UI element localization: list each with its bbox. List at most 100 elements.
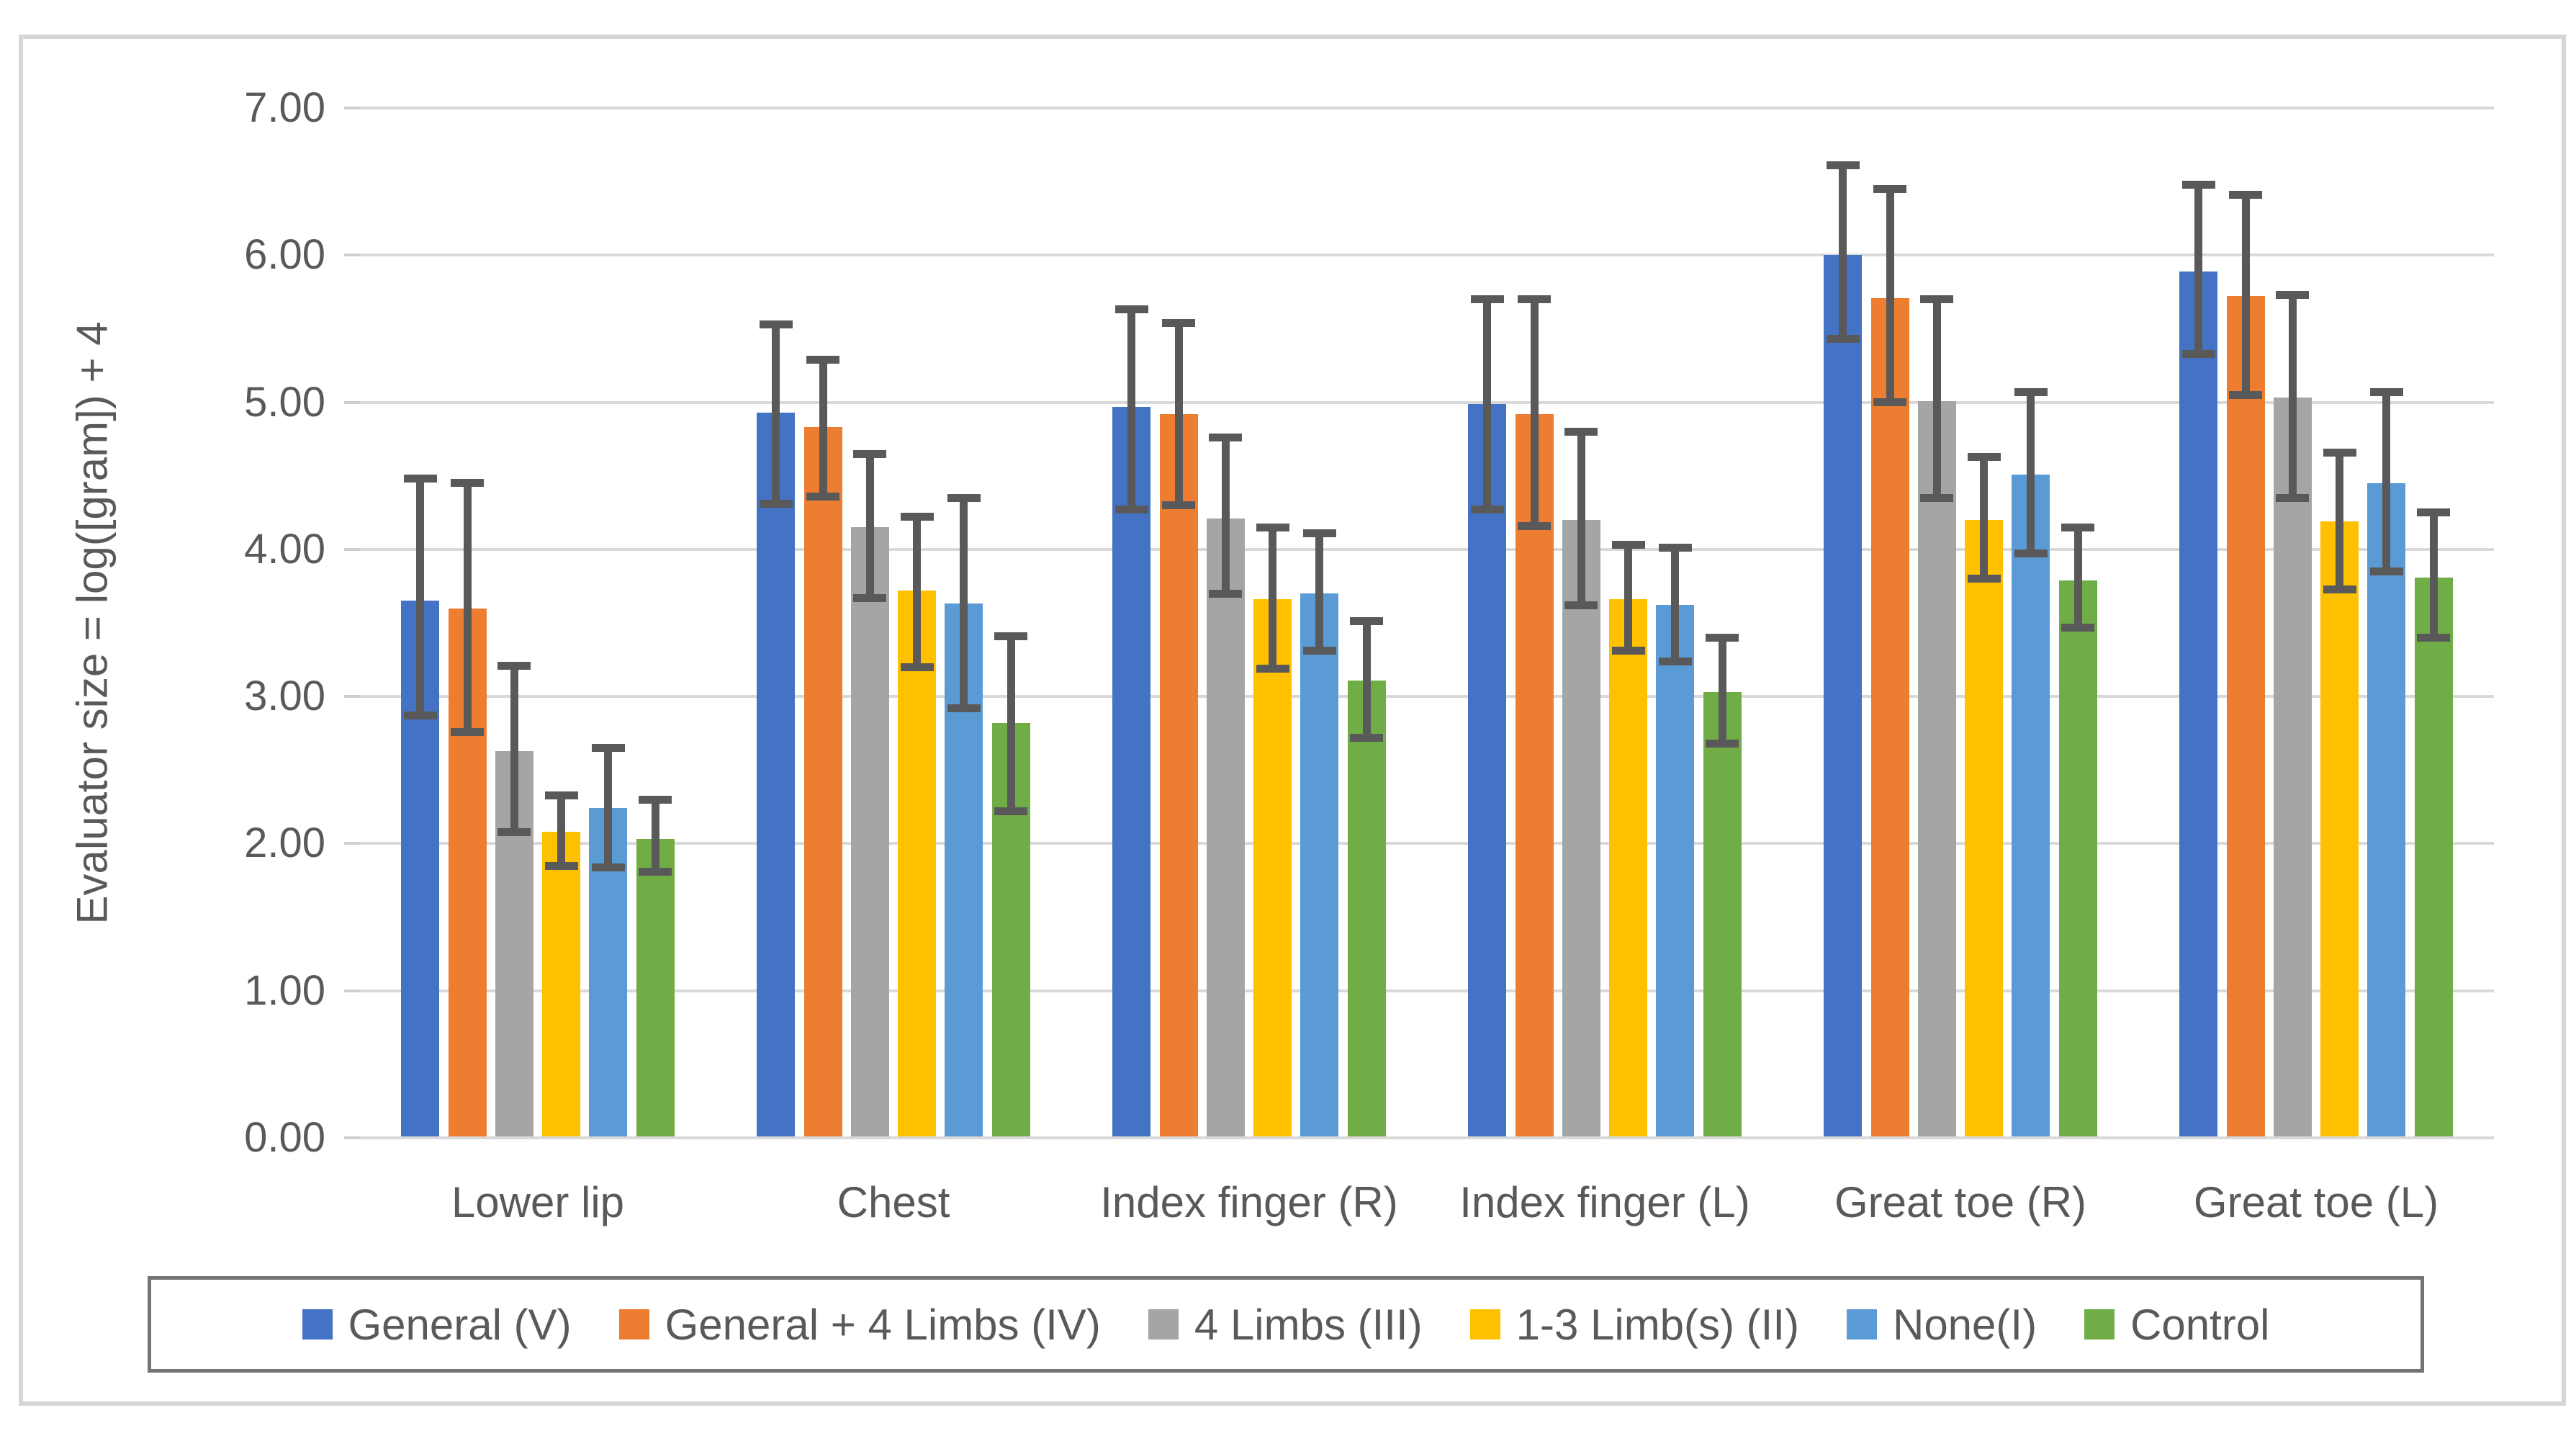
bar	[803, 427, 842, 1136]
error-bar-cap-bottom	[1518, 521, 1552, 530]
y-tick-label: 5.00	[244, 378, 325, 426]
bar	[1870, 297, 1909, 1136]
legend-swatch-icon	[1469, 1309, 1500, 1339]
category-label: Index finger (L)	[1459, 1178, 1750, 1226]
error-bar-cap-bottom	[2369, 567, 2403, 575]
error-bar-cap-top	[2369, 387, 2403, 396]
bar	[1824, 255, 1863, 1136]
error-bar-cap-bottom	[1658, 657, 1692, 665]
gridline	[360, 989, 2494, 992]
error-bar-stem	[1671, 547, 1680, 662]
error-bar-cap-top	[853, 449, 887, 458]
bar	[2273, 398, 2312, 1136]
error-bar-stem	[2073, 527, 2082, 628]
error-bar-cap-top	[1114, 305, 1148, 314]
category-label: Chest	[837, 1178, 950, 1226]
error-bar-stem	[1269, 527, 1277, 669]
legend-label: 4 Limbs (III)	[1194, 1300, 1423, 1349]
error-bar-stem	[1577, 431, 1585, 606]
legend-label: Control	[2130, 1300, 2270, 1349]
error-bar-stem	[416, 478, 425, 716]
error-bar-cap-bottom	[1302, 647, 1336, 655]
error-bar-cap-bottom	[853, 593, 887, 602]
error-bar-stem	[1362, 621, 1371, 738]
legend-item: General (V)	[302, 1300, 572, 1350]
bar	[1562, 520, 1600, 1136]
error-bar-cap-bottom	[947, 704, 981, 712]
bar	[1468, 403, 1507, 1136]
legend-swatch-icon	[618, 1309, 649, 1339]
error-bar-cap-bottom	[1564, 601, 1598, 609]
error-bar-stem	[1718, 637, 1726, 744]
error-bar-cap-top	[1470, 295, 1504, 304]
error-bar-stem	[1886, 189, 1894, 403]
error-bar-cap-bottom	[994, 807, 1028, 815]
error-bar-cap-bottom	[806, 492, 840, 501]
error-bar-cap-bottom	[1611, 647, 1645, 655]
error-bar-cap-bottom	[2061, 623, 2095, 632]
error-bar-stem	[463, 483, 472, 732]
bar	[1300, 593, 1339, 1136]
error-bar-stem	[604, 748, 613, 868]
error-bar-cap-top	[1256, 523, 1289, 531]
error-bar-cap-top	[2061, 523, 2095, 531]
gridline	[360, 107, 2494, 109]
bar	[2367, 483, 2406, 1136]
y-tick-label: 6.00	[244, 231, 325, 279]
bar	[2058, 580, 2097, 1136]
y-tick-label: 0.00	[244, 1114, 325, 1161]
legend-swatch-icon	[302, 1309, 333, 1339]
error-bar-cap-bottom	[1706, 740, 1739, 748]
error-bar-cap-top	[403, 475, 437, 483]
error-bar-stem	[1315, 533, 1324, 651]
error-bar-stem	[2429, 512, 2438, 638]
error-bar-stem	[2382, 392, 2391, 572]
error-bar-cap-top	[1209, 434, 1243, 442]
error-bar-stem	[1980, 457, 1989, 579]
category-label: Great toe (R)	[1834, 1178, 2087, 1226]
y-tick-label: 4.00	[244, 525, 325, 573]
error-bar-cap-top	[1873, 184, 1907, 193]
legend-label: General (V)	[348, 1300, 572, 1349]
error-bar-cap-bottom	[1256, 664, 1289, 673]
error-bar-cap-bottom	[639, 867, 672, 876]
y-tick-label: 7.00	[244, 84, 325, 131]
legend-item: Control	[2084, 1300, 2269, 1350]
bar	[1656, 605, 1695, 1136]
y-axis-tick	[344, 1136, 360, 1139]
error-bar-stem	[2194, 184, 2203, 354]
chart-outer-frame	[19, 35, 2566, 1406]
error-bar-stem	[913, 516, 922, 668]
bar	[636, 839, 675, 1136]
error-bar-cap-top	[2417, 508, 2451, 517]
error-bar-cap-top	[994, 632, 1028, 640]
y-axis-tick	[344, 842, 360, 845]
y-axis-tick	[344, 253, 360, 257]
error-bar-cap-top	[497, 661, 531, 670]
y-axis-tick	[344, 547, 360, 551]
error-bar-cap-bottom	[451, 727, 485, 736]
error-bar-cap-top	[1706, 633, 1739, 642]
legend-swatch-icon	[1846, 1309, 1877, 1339]
error-bar-stem	[960, 498, 968, 709]
legend-item: None(I)	[1846, 1300, 2037, 1350]
bar	[1253, 599, 1292, 1136]
error-bar-cap-top	[1162, 318, 1196, 327]
error-bar-cap-bottom	[544, 861, 578, 870]
bar	[1917, 400, 1956, 1136]
gridline	[360, 695, 2494, 699]
legend-label: General + 4 Limbs (IV)	[665, 1300, 1101, 1349]
error-bar-cap-bottom	[1826, 335, 1860, 344]
error-bar-stem	[819, 359, 827, 497]
y-tick-label: 2.00	[244, 820, 325, 867]
error-bar-cap-top	[2229, 191, 2263, 199]
y-axis-tick	[344, 107, 360, 109]
error-bar-cap-bottom	[1209, 589, 1243, 598]
bar	[542, 832, 581, 1136]
error-bar-stem	[651, 799, 659, 872]
error-bar-cap-bottom	[2014, 549, 2048, 558]
error-bar-cap-bottom	[1350, 733, 1384, 742]
error-bar-stem	[1174, 323, 1183, 506]
error-bar-cap-top	[2323, 448, 2356, 457]
error-bar-stem	[1932, 299, 1941, 498]
